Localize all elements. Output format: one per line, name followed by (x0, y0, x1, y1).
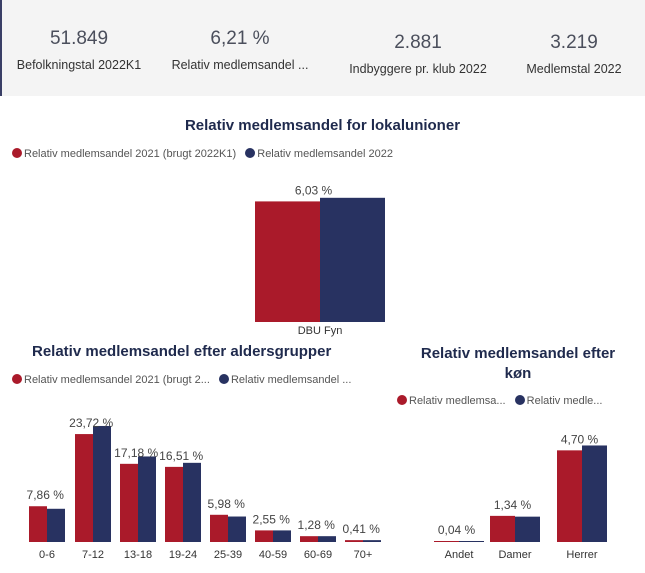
bar-2021-dbu-fyn[interactable] (255, 201, 320, 322)
data-label: 5,98 % (208, 497, 246, 511)
bar-2021-40-59[interactable] (255, 530, 273, 542)
chart-lokal-legend: Relativ medlemsandel 2021 (brugt 2022K1)… (12, 148, 399, 160)
kpi-label: Relativ medlemsandel ... (171, 58, 309, 72)
category-label: Andet (445, 549, 474, 561)
kpi-bar: 51.849 Befolkningstal 2022K1 6,21 % Rela… (0, 0, 645, 96)
kpi-value: 6,21 % (210, 28, 270, 49)
chart-lokal-title: Relativ medlemsandel for lokalunioner (184, 117, 461, 134)
kpi-label: Medlemstal 2022 (526, 62, 622, 76)
category-label: 60-69 (304, 549, 332, 561)
bar-2022-andet[interactable] (459, 541, 484, 542)
bar-2021-60-69[interactable] (300, 536, 318, 542)
legend-item-2021[interactable]: Relativ medlemsandel 2021 (brugt 2... (12, 374, 210, 386)
data-label: 16,51 % (159, 449, 203, 463)
kpi-label: Indbyggere pr. klub 2022 (349, 62, 487, 76)
category-label: 0-6 (39, 549, 55, 561)
bar-2021-herrer[interactable] (557, 450, 582, 542)
bar-2021-19-24[interactable] (165, 466, 183, 542)
legend-dot-red (397, 395, 407, 405)
bar-2021-andet[interactable] (434, 541, 459, 542)
category-label: 7-12 (82, 549, 104, 561)
data-label: 6,03 % (295, 183, 333, 197)
legend-label: Relativ medlemsandel ... (230, 374, 352, 386)
kpi-relativ-medlemsandel[interactable]: 6,21 % Relativ medlemsandel ... (158, 28, 322, 72)
legend-item-2022[interactable]: Relativ medlemsandel 2022 (245, 148, 393, 160)
kpi-befolkningstal[interactable]: 51.849 Befolkningstal 2022K1 (6, 28, 152, 72)
bar-2022-herrer[interactable] (582, 445, 607, 542)
data-label: 7,86 % (27, 488, 65, 502)
category-label: 70+ (354, 549, 373, 561)
category-label: 19-24 (169, 549, 197, 561)
data-label: 23,72 % (69, 416, 113, 430)
bar-2021-0-6[interactable] (29, 506, 47, 542)
legend-dot-red (12, 148, 22, 158)
bar-2022-0-6[interactable] (47, 508, 65, 542)
kpi-left-rule (0, 0, 2, 96)
data-label: 4,70 % (561, 432, 599, 446)
bar-2021-25-39[interactable] (210, 514, 228, 542)
legend-item-2021[interactable]: Relativ medlemsa... (397, 395, 506, 407)
chart-koen-title: Relativ medlemsandel efter køn (398, 344, 638, 384)
kpi-value: 51.849 (49, 28, 109, 49)
bar-2022-40-59[interactable] (273, 530, 291, 542)
legend-label: Relativ medlemsandel 2022 (257, 148, 393, 160)
bar-2022-damer[interactable] (515, 516, 540, 542)
bar-2021-7-12[interactable] (75, 434, 93, 542)
chart-koen-title-line1: Relativ medlemsandel efter (420, 345, 616, 362)
bar-2021-70-[interactable] (345, 540, 363, 542)
legend-label: Relativ medle... (526, 395, 603, 407)
legend-label: Relativ medlemsandel 2021 (brugt 2... (24, 374, 210, 386)
category-label: Damer (498, 549, 531, 561)
legend-dot-navy (218, 374, 229, 384)
legend-item-2022[interactable]: Relativ medle... (514, 395, 603, 407)
chart-alder-title: Relativ medlemsandel efter aldersgrupper (32, 343, 332, 360)
category-label: Herrer (566, 549, 598, 561)
chart-koen-title-line2: køn (504, 365, 532, 382)
category-label: 25-39 (214, 549, 242, 561)
bar-2022-7-12[interactable] (93, 425, 111, 542)
data-label: 17,18 % (114, 446, 158, 460)
chart-koen-legend: Relativ medlemsa... Relativ medle... (397, 395, 608, 407)
data-label: 1,34 % (494, 498, 532, 512)
legend-dot-navy (245, 148, 256, 158)
kpi-value: 2.881 (394, 32, 442, 53)
kpi-indbyggere-pr-klub[interactable]: 2.881 Indbyggere pr. klub 2022 (336, 32, 500, 76)
data-label: 1,28 % (298, 518, 336, 532)
category-label: 40-59 (259, 549, 287, 561)
data-label: 0,04 % (438, 523, 476, 537)
category-label: DBU Fyn (298, 325, 343, 337)
category-label: 13-18 (124, 549, 152, 561)
bar-2022-60-69[interactable] (318, 536, 336, 542)
bar-2022-19-24[interactable] (183, 462, 201, 542)
chart-alder-legend: Relativ medlemsandel 2021 (brugt 2... Re… (12, 374, 357, 386)
legend-dot-navy (514, 395, 525, 405)
legend-item-2021[interactable]: Relativ medlemsandel 2021 (brugt 2022K1) (12, 148, 236, 160)
data-label: 2,55 % (253, 512, 291, 526)
kpi-medlemstal[interactable]: 3.219 Medlemstal 2022 (512, 32, 636, 76)
legend-label: Relativ medlemsa... (409, 395, 506, 407)
kpi-value: 3.219 (550, 32, 598, 53)
bar-2022-70-[interactable] (363, 540, 381, 542)
legend-dot-red (12, 374, 22, 384)
data-label: 0,41 % (343, 522, 381, 536)
legend-item-2022[interactable]: Relativ medlemsandel ... (218, 374, 352, 386)
bar-2021-damer[interactable] (490, 515, 515, 542)
bar-2022-25-39[interactable] (228, 516, 246, 542)
legend-label: Relativ medlemsandel 2021 (brugt 2022K1) (24, 148, 237, 160)
bar-2022-dbu-fyn[interactable] (320, 197, 385, 322)
bar-2022-13-18[interactable] (138, 456, 156, 542)
bar-2021-13-18[interactable] (120, 463, 138, 542)
kpi-label: Befolkningstal 2022K1 (16, 58, 142, 72)
